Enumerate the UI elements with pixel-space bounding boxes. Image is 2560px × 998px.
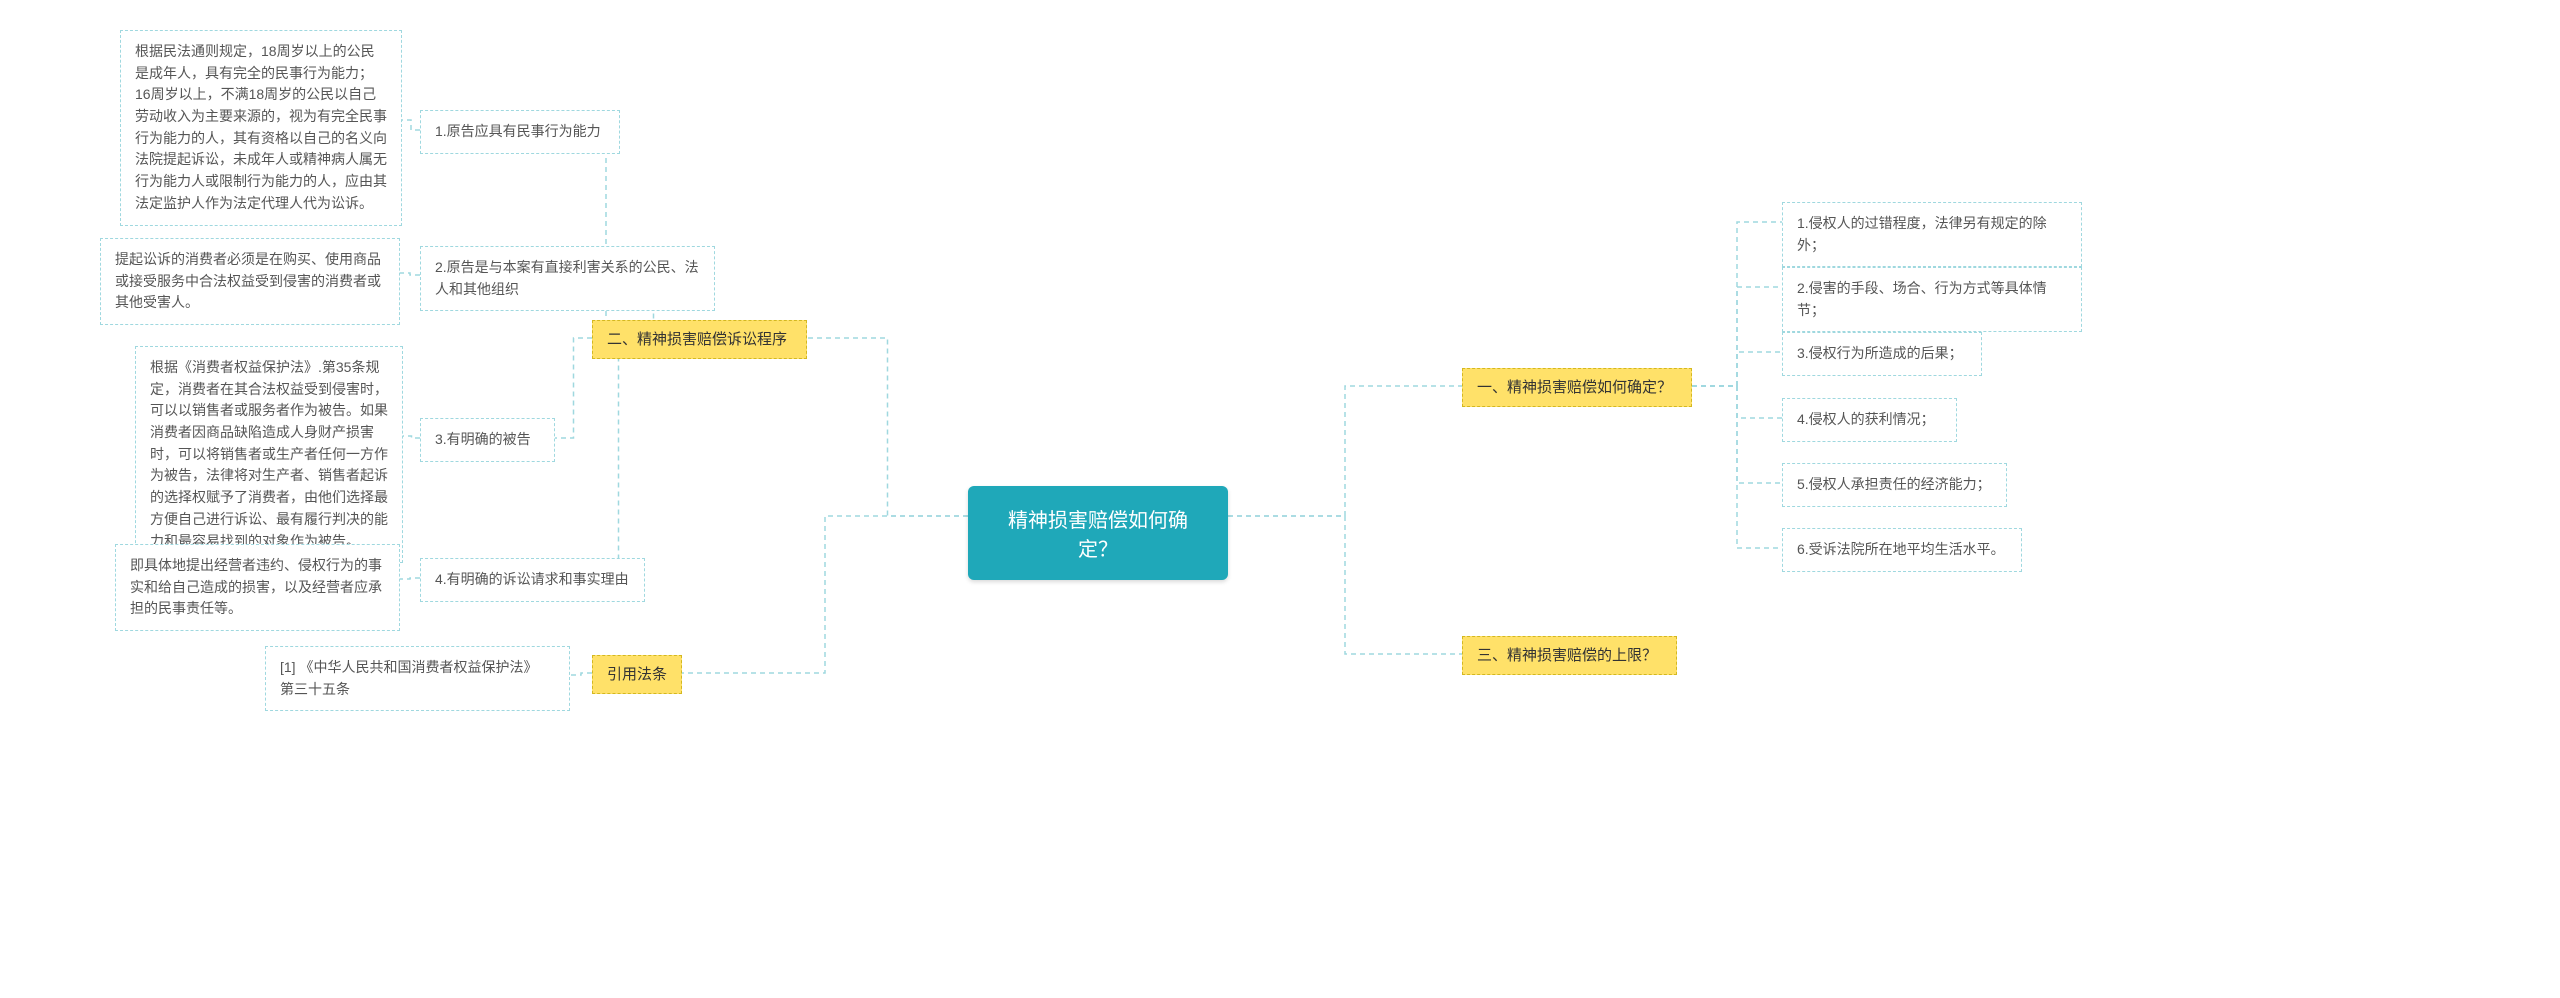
leaf-b1-4[interactable]: 5.侵权人承担责任的经济能力； <box>1782 463 2007 507</box>
branch-b2[interactable]: 二、精神损害赔偿诉讼程序 <box>592 320 807 359</box>
branch-bref[interactable]: 引用法条 <box>592 655 682 694</box>
leaf-b2-3[interactable]: 4.有明确的诉讼请求和事实理由 <box>420 558 645 602</box>
leaf-b2-2[interactable]: 3.有明确的被告 <box>420 418 555 462</box>
branch-b1[interactable]: 一、精神损害赔偿如何确定？ <box>1462 368 1692 407</box>
leaf-b2-0[interactable]: 1.原告应具有民事行为能力 <box>420 110 620 154</box>
leaf-b1-2[interactable]: 3.侵权行为所造成的后果； <box>1782 332 1982 376</box>
detail-b2-0: 根据民法通则规定，18周岁以上的公民是成年人，具有完全的民事行为能力；16周岁以… <box>120 30 402 226</box>
detail-b2-2: 根据《消费者权益保护法》.第35条规定，消费者在其合法权益受到侵害时，可以以销售… <box>135 346 403 563</box>
leaf-b1-3[interactable]: 4.侵权人的获利情况； <box>1782 398 1957 442</box>
root-node[interactable]: 精神损害赔偿如何确定？ <box>968 486 1228 580</box>
leaf-b1-5[interactable]: 6.受诉法院所在地平均生活水平。 <box>1782 528 2022 572</box>
leaf-b2-1[interactable]: 2.原告是与本案有直接利害关系的公民、法人和其他组织 <box>420 246 715 311</box>
branch-b3[interactable]: 三、精神损害赔偿的上限？ <box>1462 636 1677 675</box>
leaf-bref-0[interactable]: [1] 《中华人民共和国消费者权益保护法》 第三十五条 <box>265 646 570 711</box>
detail-b2-3: 即具体地提出经营者违约、侵权行为的事实和给自己造成的损害，以及经营者应承担的民事… <box>115 544 400 631</box>
mindmap-canvas: 精神损害赔偿如何确定？ 一、精神损害赔偿如何确定？ 1.侵权人的过错程度，法律另有… <box>0 0 2560 998</box>
leaf-b1-1[interactable]: 2.侵害的手段、场合、行为方式等具体情节； <box>1782 267 2082 332</box>
detail-b2-1: 提起讼诉的消费者必须是在购买、使用商品或接受服务中合法权益受到侵害的消费者或其他… <box>100 238 400 325</box>
leaf-b1-0[interactable]: 1.侵权人的过错程度，法律另有规定的除外； <box>1782 202 2082 267</box>
